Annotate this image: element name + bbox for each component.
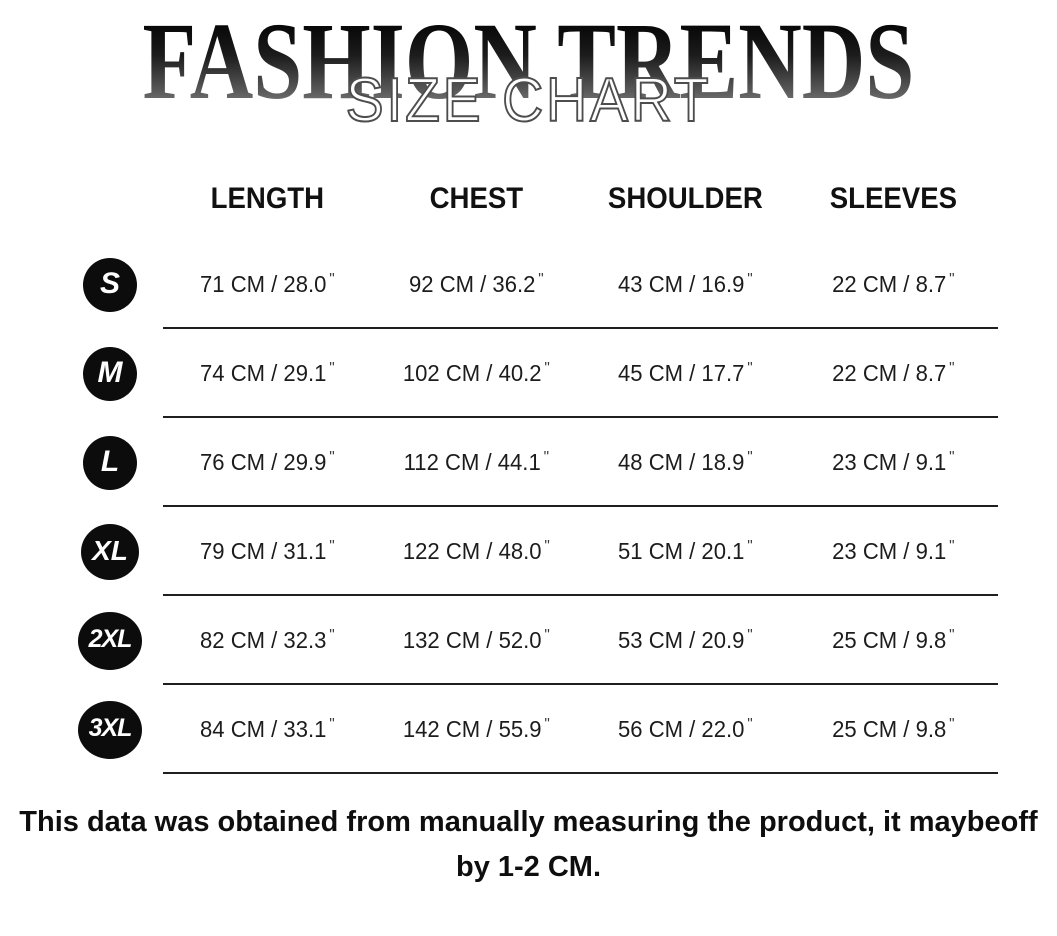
- inch-mark: ": [543, 449, 549, 466]
- badge-cell: L: [57, 435, 163, 490]
- inch-mark: ": [746, 449, 753, 466]
- cell-sleeves: 22 CM / 8.7 ": [832, 360, 955, 386]
- table-header-row: LENGTH CHEST SHOULDER SLEEVES: [57, 158, 998, 240]
- cell-shoulder: 56 CM / 22.0 ": [617, 716, 753, 742]
- cell-chest: 132 CM / 52.0 ": [402, 627, 550, 653]
- table-row-l: L 76 CM / 29.9 " 112 CM / 44.1 " 48 CM / 18.9…: [57, 418, 998, 507]
- inch-mark: ": [746, 360, 753, 377]
- row-divider: [163, 505, 998, 507]
- inch-mark: ": [544, 716, 550, 733]
- inch-mark: ": [949, 271, 955, 288]
- table-row-2xl: 2XL 82 CM / 32.3 " 132 CM / 52.0 " 53 CM / 20…: [57, 596, 998, 685]
- size-chart-table: LENGTH CHEST SHOULDER SLEEVES S 71 CM / 28.0…: [57, 158, 998, 774]
- row-divider: [163, 327, 998, 329]
- inch-mark: ": [544, 538, 550, 555]
- column-header-chest: CHEST: [429, 182, 523, 215]
- inch-mark: ": [949, 627, 955, 644]
- inch-mark: ": [329, 449, 335, 466]
- disclaimer-line-2: by 1-2 CM.: [455, 850, 602, 883]
- inch-mark: ": [538, 271, 544, 288]
- badge-cell: XL: [57, 523, 163, 580]
- cell-length: 74 CM / 29.1 ": [199, 360, 335, 386]
- inch-mark: ": [544, 360, 550, 377]
- row-divider: [163, 594, 998, 596]
- cell-sleeves: 22 CM / 8.7 ": [832, 271, 955, 297]
- row-divider: [163, 416, 998, 418]
- cell-shoulder: 45 CM / 17.7 ": [617, 360, 753, 386]
- cell-length: 71 CM / 28.0 ": [199, 271, 335, 297]
- inch-mark: ": [949, 449, 955, 466]
- cell-chest: 122 CM / 48.0 ": [402, 538, 550, 564]
- cell-sleeves: 25 CM / 9.8 ": [832, 627, 955, 653]
- cell-shoulder: 51 CM / 20.1 ": [617, 538, 753, 564]
- cell-shoulder: 53 CM / 20.9 ": [617, 627, 753, 653]
- cell-sleeves: 23 CM / 9.1 ": [832, 449, 955, 475]
- disclaimer: This data was obtained from manually mea…: [0, 800, 1057, 890]
- inch-mark: ": [949, 538, 955, 555]
- table-body: S 71 CM / 28.0 " 92 CM / 36.2 " 43 CM / 16.9 "…: [57, 240, 998, 774]
- badge-cell: S: [57, 257, 163, 312]
- column-header-shoulder: SHOULDER: [607, 182, 763, 215]
- inch-mark: ": [329, 716, 335, 733]
- size-badge-l: L: [83, 435, 137, 490]
- page-title: SIZE CHART: [345, 66, 712, 135]
- cell-sleeves: 23 CM / 9.1 ": [832, 538, 955, 564]
- cell-shoulder: 43 CM / 16.9 ": [617, 271, 753, 297]
- cell-chest: 92 CM / 36.2 ": [408, 271, 544, 297]
- column-header-length: LENGTH: [210, 182, 325, 215]
- size-badge-3xl: 3XL: [78, 700, 142, 759]
- inch-mark: ": [746, 271, 753, 288]
- inch-mark: ": [329, 627, 335, 644]
- badge-cell: 2XL: [57, 611, 163, 670]
- table-row-3xl: 3XL 84 CM / 33.1 " 142 CM / 55.9 " 56 CM / 22…: [57, 685, 998, 774]
- inch-mark: ": [544, 627, 550, 644]
- inch-mark: ": [949, 360, 955, 377]
- cell-chest: 142 CM / 55.9 ": [402, 716, 550, 742]
- inch-mark: ": [746, 716, 753, 733]
- size-badge-xl: XL: [81, 523, 139, 580]
- cell-length: 82 CM / 32.3 ": [199, 627, 335, 653]
- disclaimer-line-1: This data was obtained from manually mea…: [19, 806, 1038, 838]
- size-badge-s: S: [83, 257, 137, 312]
- cell-length: 76 CM / 29.9 ": [199, 449, 335, 475]
- column-header-sleeves: SLEEVES: [829, 182, 958, 215]
- inch-mark: ": [329, 271, 335, 288]
- cell-chest: 112 CM / 44.1 ": [403, 449, 549, 475]
- size-badge-2xl: 2XL: [78, 611, 142, 670]
- cell-chest: 102 CM / 40.2 ": [402, 360, 550, 386]
- cell-sleeves: 25 CM / 9.8 ": [832, 716, 955, 742]
- row-divider: [163, 683, 998, 685]
- row-divider: [163, 772, 998, 774]
- inch-mark: ": [949, 716, 955, 733]
- inch-mark: ": [746, 627, 753, 644]
- cell-length: 84 CM / 33.1 ": [199, 716, 335, 742]
- badge-cell: 3XL: [57, 700, 163, 759]
- brand-title: FASHION TRENDS: [142, 0, 915, 122]
- badge-cell: M: [57, 346, 163, 401]
- inch-mark: ": [329, 360, 335, 377]
- table-row-s: S 71 CM / 28.0 " 92 CM / 36.2 " 43 CM / 16.9 "…: [57, 240, 998, 329]
- table-row-xl: XL 79 CM / 31.1 " 122 CM / 48.0 " 51 CM / 20.…: [57, 507, 998, 596]
- size-badge-m: M: [83, 346, 137, 401]
- inch-mark: ": [329, 538, 335, 555]
- cell-shoulder: 48 CM / 18.9 ": [617, 449, 753, 475]
- cell-length: 79 CM / 31.1 ": [199, 538, 335, 564]
- table-row-m: M 74 CM / 29.1 " 102 CM / 40.2 " 45 CM / 17.7…: [57, 329, 998, 418]
- masthead: FASHION TRENDS SIZE CHART: [0, 0, 1057, 158]
- inch-mark: ": [746, 538, 753, 555]
